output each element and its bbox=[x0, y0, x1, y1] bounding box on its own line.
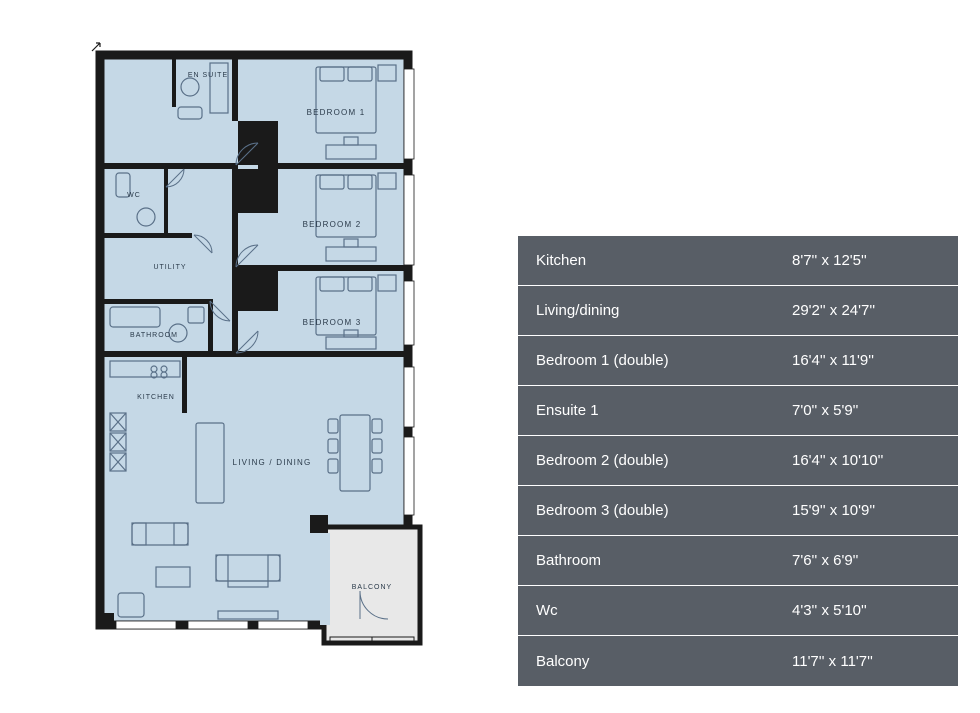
dim-row: Bedroom 3 (double)15'9'' x 10'9'' bbox=[518, 486, 958, 536]
dim-row: Living/dining29'2'' x 24'7'' bbox=[518, 286, 958, 336]
label-utility: UTILITY bbox=[153, 264, 186, 271]
dim-room-size: 4'3'' x 5'10'' bbox=[782, 602, 958, 619]
dim-room-name: Bedroom 3 (double) bbox=[518, 502, 782, 519]
dim-row: Bedroom 2 (double)16'4'' x 10'10'' bbox=[518, 436, 958, 486]
dim-room-size: 8'7'' x 12'5'' bbox=[782, 252, 958, 269]
dim-room-size: 11'7'' x 11'7'' bbox=[782, 653, 958, 670]
label-bedroom1: BEDROOM 1 bbox=[307, 108, 366, 117]
dim-room-name: Bathroom bbox=[518, 552, 782, 569]
label-bathroom: BATHROOM bbox=[130, 332, 178, 339]
label-wc: WC bbox=[127, 192, 141, 199]
label-living: LIVING / DINING bbox=[233, 458, 312, 467]
label-bedroom2: BEDROOM 2 bbox=[303, 220, 362, 229]
dim-room-name: Balcony bbox=[518, 653, 782, 670]
dim-row: Ensuite 17'0'' x 5'9'' bbox=[518, 386, 958, 436]
dim-row: Bedroom 1 (double)16'4'' x 11'9'' bbox=[518, 336, 958, 386]
dim-room-name: Bedroom 1 (double) bbox=[518, 352, 782, 369]
dim-room-size: 7'0'' x 5'9'' bbox=[782, 402, 958, 419]
dim-row: Bathroom7'6'' x 6'9'' bbox=[518, 536, 958, 586]
dim-room-size: 15'9'' x 10'9'' bbox=[782, 502, 958, 519]
dim-room-size: 29'2'' x 24'7'' bbox=[782, 302, 958, 319]
label-bedroom3: BEDROOM 3 bbox=[303, 318, 362, 327]
dim-room-name: Wc bbox=[518, 602, 782, 619]
label-ensuite: EN SUITE bbox=[188, 72, 228, 79]
dim-room-name: Ensuite 1 bbox=[518, 402, 782, 419]
label-balcony: BALCONY bbox=[352, 584, 392, 591]
layout-container: EN SUITE BEDROOM 1 WC BEDROOM 2 UTILITY … bbox=[0, 0, 980, 713]
dim-room-size: 7'6'' x 6'9'' bbox=[782, 552, 958, 569]
dim-room-size: 16'4'' x 10'10'' bbox=[782, 452, 958, 469]
dim-row: Kitchen8'7'' x 12'5'' bbox=[518, 236, 958, 286]
dim-room-name: Kitchen bbox=[518, 252, 782, 269]
dim-room-name: Living/dining bbox=[518, 302, 782, 319]
floorplan-svg: EN SUITE BEDROOM 1 WC BEDROOM 2 UTILITY … bbox=[60, 37, 430, 677]
dim-row: Balcony11'7'' x 11'7'' bbox=[518, 636, 958, 686]
label-kitchen: KITCHEN bbox=[137, 394, 175, 401]
dimensions-table: Kitchen8'7'' x 12'5''Living/dining29'2''… bbox=[518, 236, 958, 686]
dim-row: Wc4'3'' x 5'10'' bbox=[518, 586, 958, 636]
floorplan-region: EN SUITE BEDROOM 1 WC BEDROOM 2 UTILITY … bbox=[0, 0, 490, 713]
dim-room-size: 16'4'' x 11'9'' bbox=[782, 352, 958, 369]
dim-room-name: Bedroom 2 (double) bbox=[518, 452, 782, 469]
